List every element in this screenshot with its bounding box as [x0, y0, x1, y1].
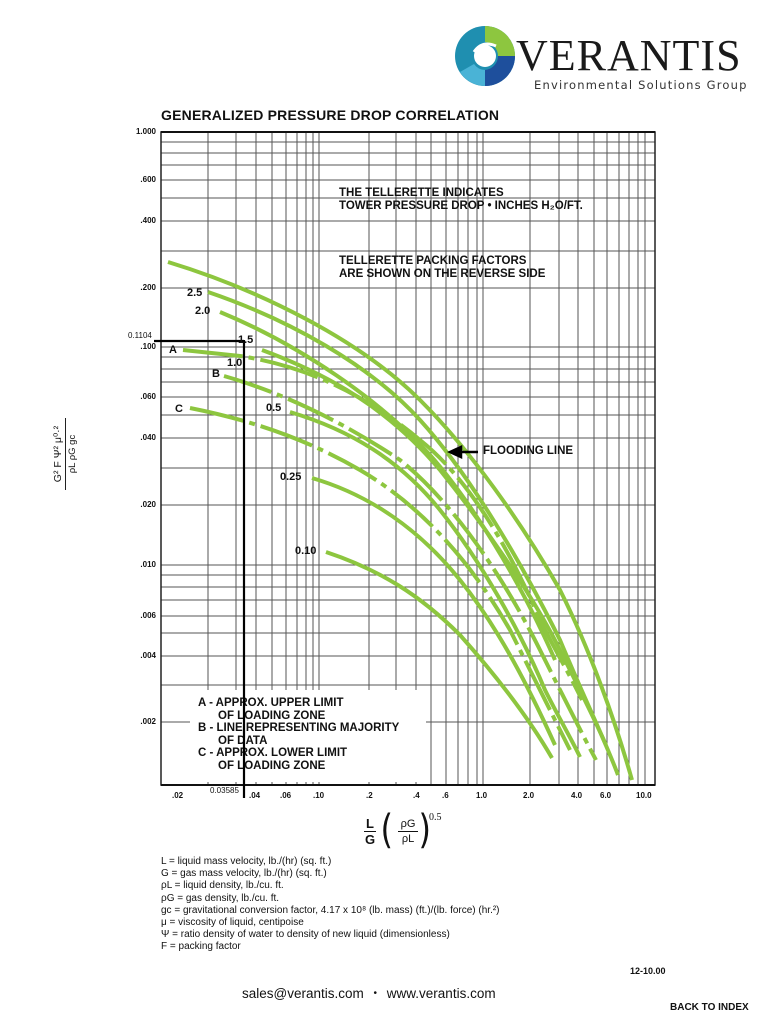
- curve-label-2-0: 2.0: [195, 305, 211, 317]
- right-paren-icon: ): [418, 807, 432, 853]
- curve-0-5: [289, 410, 582, 758]
- curve-1-0-a: [182, 348, 584, 701]
- x-tick: 6.0: [600, 791, 612, 800]
- x-tick: .04: [249, 791, 261, 800]
- verantis-logo: VERANTIS Environmental Solutions Group: [452, 22, 752, 94]
- y-tick: .600: [140, 175, 156, 184]
- note-packing-factors: TELLERETTE PACKING FACTORS ARE SHOWN ON …: [339, 255, 546, 280]
- curve-label-0-25: 0.25: [280, 471, 302, 483]
- y-marker-label: 0.1104: [128, 331, 152, 340]
- definition-item: Ψ = ratio density of water to density of…: [161, 929, 450, 941]
- curve-label-a: A: [169, 344, 177, 356]
- x-axis-label: L G ( ρG ρL ) 0.5: [362, 808, 452, 858]
- note-pressure-drop: THE TELLERETTE INDICATES TOWER PRESSURE …: [339, 187, 583, 212]
- y-tick: .020: [140, 500, 156, 509]
- x-tick: .6: [442, 791, 449, 800]
- legend-background: [190, 690, 426, 782]
- x-tick: .10: [313, 791, 325, 800]
- definition-item: μ = viscosity of liquid, centipoise: [161, 917, 304, 929]
- y-tick: .200: [140, 283, 156, 292]
- back-to-index-link[interactable]: BACK TO INDEX: [670, 1002, 749, 1013]
- y-tick: .010: [140, 560, 156, 569]
- y-tick: .040: [140, 433, 156, 442]
- flooding-arrow-icon: [446, 445, 478, 459]
- curve-label-0-5: 0.5: [266, 402, 282, 414]
- x-tick: 4.0: [571, 791, 583, 800]
- definition-item: gc = gravitational conversion factor, 4.…: [161, 904, 500, 916]
- chart-title: GENERALIZED PRESSURE DROP CORRELATION: [161, 107, 500, 123]
- x-tick: 2.0: [523, 791, 535, 800]
- curve-label-0-10: 0.10: [295, 545, 317, 557]
- legend-c-line1: C - APPROX. LOWER LIMIT: [198, 747, 348, 759]
- x-tick: .02: [172, 791, 184, 800]
- legend-c-line2: OF LOADING ZONE: [218, 759, 326, 772]
- legend-a-line2: OF LOADING ZONE: [218, 709, 326, 722]
- legend: A - APPROX. UPPER LIMIT OF LOADING ZONE …: [198, 697, 399, 772]
- y-tick: 1.000: [135, 127, 156, 136]
- legend-a-line1: A - APPROX. UPPER LIMIT: [198, 697, 344, 709]
- y-tick: .400: [140, 216, 156, 225]
- y-tick: .006: [140, 611, 156, 620]
- x-tick: .06: [280, 791, 292, 800]
- x-label-exponent: 0.5: [429, 812, 442, 823]
- x-tick: .2: [366, 791, 373, 800]
- legend-b-line1: B - LINE REPRESENTING MAJORITY: [198, 722, 400, 734]
- curve-label-1-5: 1.5: [238, 334, 254, 346]
- curve-2-0: [219, 310, 557, 661]
- brand-tagline: Environmental Solutions Group: [534, 78, 748, 92]
- curve-b: [223, 374, 598, 761]
- legend-b-line2: OF DATA: [218, 734, 268, 747]
- curve-label-2-5: 2.5: [187, 287, 203, 299]
- brand-name: VERANTIS: [516, 31, 742, 80]
- definition-item: F = packing factor: [161, 941, 241, 953]
- x-marker-line: [243, 690, 246, 798]
- left-paren-icon: (: [380, 807, 394, 853]
- y-tick: .002: [140, 717, 156, 726]
- x-tick: 1.0: [476, 791, 488, 800]
- curve-c: [189, 406, 572, 751]
- curves: [167, 260, 634, 781]
- definition-item: ρL = liquid density, lb./cu. ft.: [161, 880, 284, 892]
- curve-label-b: B: [212, 368, 220, 380]
- x-marker-label: 0.03585: [210, 786, 239, 795]
- footer-contact: sales@verantis.com • www.verantis.com: [242, 986, 496, 1001]
- footer-separator: •: [373, 988, 378, 999]
- x-label-rho-ratio: ρG ρL: [398, 817, 418, 846]
- curve-label-1-0: 1.0: [227, 357, 243, 369]
- x-label-l-over-g: L G: [364, 816, 376, 847]
- definition-item: L = liquid mass velocity, lb./(hr) (sq. …: [161, 856, 332, 867]
- curve-label-c: C: [175, 403, 183, 415]
- email-link[interactable]: sales@verantis.com: [242, 986, 364, 1001]
- curve-0-25: [311, 476, 557, 746]
- website-link[interactable]: www.verantis.com: [386, 986, 496, 1001]
- y-tick: .100: [140, 342, 156, 351]
- definition-item: ρG = gas density, lb./cu. ft.: [161, 892, 280, 904]
- y-tick: .060: [140, 392, 156, 401]
- flooding-line-label: FLOODING LINE: [483, 445, 574, 457]
- x-tick: 10.0: [636, 791, 652, 800]
- swirl-logo-icon: [455, 26, 515, 86]
- variable-definitions: L = liquid mass velocity, lb./(hr) (sq. …: [161, 856, 500, 954]
- document-code: 12-10.00: [630, 966, 666, 976]
- definition-item: G = gas mass velocity, lb./(hr) (sq. ft.…: [161, 868, 327, 880]
- curve-flooding: [167, 260, 634, 781]
- grid-lines: [161, 132, 655, 785]
- y-tick: .004: [140, 651, 156, 660]
- x-tick: .4: [413, 791, 420, 800]
- curve-0-10: [325, 550, 554, 760]
